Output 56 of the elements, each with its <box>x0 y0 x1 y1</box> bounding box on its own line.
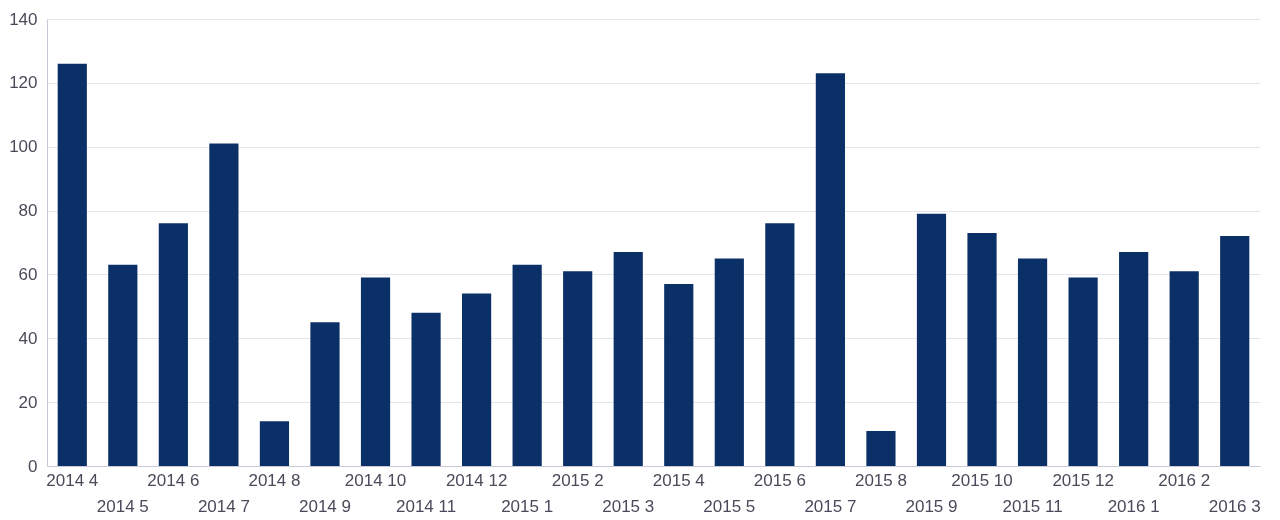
x-tick-label: 2015 1 <box>501 496 554 516</box>
x-tick-label: 2014 4 <box>46 470 99 490</box>
x-tick-label: 2015 4 <box>652 470 705 490</box>
bar <box>664 284 694 466</box>
x-tick-label: 2015 11 <box>1002 496 1063 516</box>
bar <box>158 223 188 466</box>
bar <box>108 264 138 466</box>
x-tick-label: 2014 12 <box>445 470 508 490</box>
bar <box>512 264 542 466</box>
bar <box>209 143 239 466</box>
bar <box>1017 258 1048 466</box>
x-tick-label: 2015 7 <box>804 496 857 516</box>
bar <box>1169 271 1199 466</box>
y-tick-label: 100 <box>9 137 38 157</box>
x-tick-label: 2014 5 <box>96 496 149 516</box>
y-tick-label: 40 <box>18 328 38 348</box>
x-tick-label: 2015 3 <box>602 496 655 516</box>
x-tick-label: 2014 7 <box>197 496 250 516</box>
x-tick-label: 2016 3 <box>1208 496 1261 516</box>
y-tick-label: 0 <box>28 456 38 476</box>
bar <box>967 232 997 466</box>
bar <box>411 312 441 466</box>
x-tick-label: 2015 9 <box>905 496 958 516</box>
x-tick-label: 2014 9 <box>298 496 351 516</box>
y-tick-label: 80 <box>18 201 38 221</box>
x-tick-label: 2014 10 <box>344 470 407 490</box>
y-tick-label: 60 <box>18 264 38 284</box>
x-tick-label: 2015 2 <box>551 470 604 490</box>
x-tick-label: 2015 12 <box>1052 470 1114 490</box>
bar <box>462 293 492 466</box>
y-tick-label: 20 <box>18 392 38 412</box>
bar <box>613 252 643 466</box>
x-tick-label: 2014 11 <box>395 496 457 516</box>
x-tick-label: 2015 5 <box>703 496 756 516</box>
bar <box>1119 252 1149 466</box>
bar <box>714 258 744 466</box>
bar <box>563 271 593 466</box>
x-tick-label: 2014 8 <box>248 470 301 490</box>
y-tick-label: 120 <box>9 73 38 93</box>
bar <box>1220 236 1250 466</box>
bar <box>57 63 87 466</box>
x-tick-label: 2015 10 <box>951 470 1013 490</box>
x-tick-label: 2015 6 <box>753 470 806 490</box>
bar <box>259 421 290 466</box>
bar <box>360 277 391 466</box>
x-tick-label: 2016 1 <box>1107 496 1160 516</box>
bar <box>765 223 795 466</box>
x-tick-label: 2014 6 <box>147 470 200 490</box>
bar <box>916 213 947 466</box>
bar <box>1068 277 1098 466</box>
bar <box>866 430 896 466</box>
bar <box>310 322 340 466</box>
bar <box>815 73 845 466</box>
x-tick-label: 2015 8 <box>854 470 907 490</box>
y-tick-label: 140 <box>9 9 38 29</box>
x-tick-label: 2016 2 <box>1158 470 1211 490</box>
